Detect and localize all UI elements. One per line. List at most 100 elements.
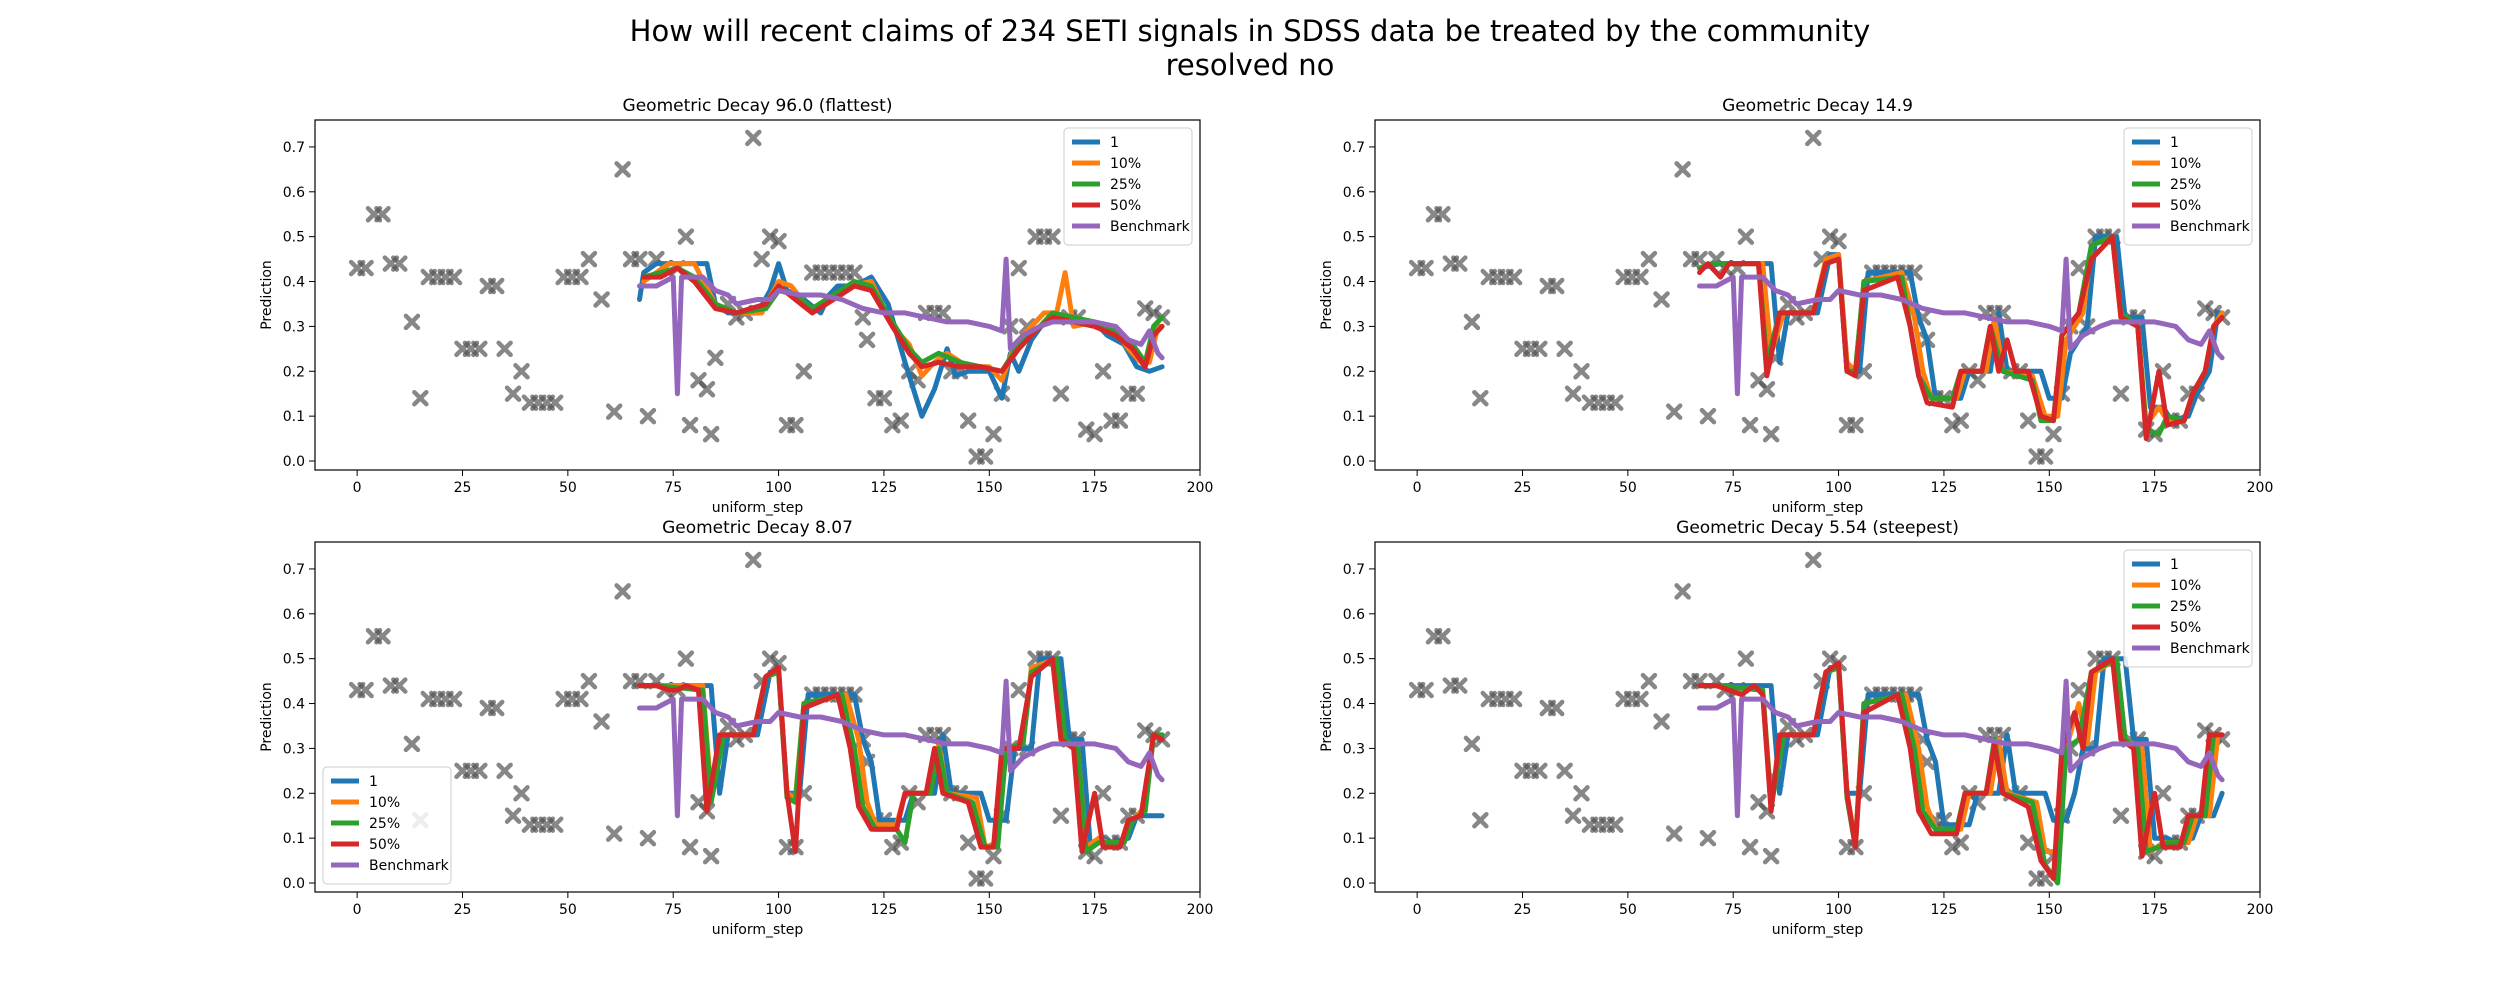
plot-frame — [314, 541, 1201, 893]
forecast-marker — [698, 380, 716, 398]
y-tick-label: 0.4 — [283, 275, 305, 291]
figure-title-line-2: resolved no — [1165, 48, 1335, 82]
forecast-marker — [677, 650, 695, 667]
forecast-marker — [1952, 834, 1970, 851]
y-tick-label: 0.1 — [283, 409, 305, 425]
forecast-marker — [1556, 762, 1573, 780]
forecast-marker — [795, 363, 813, 380]
forecast-marker — [1451, 677, 1468, 694]
x-axis-label: uniform_step — [712, 922, 804, 938]
forecast-marker — [1463, 735, 1481, 753]
chart-title: Geometric Decay 96.0 (flattest) — [623, 96, 893, 116]
forecast-marker — [1573, 785, 1590, 802]
legend-entry: 50% — [369, 837, 400, 853]
legend-entry: Benchmark — [2170, 641, 2251, 657]
plot-frame — [314, 119, 1201, 471]
y-tick-label: 0.2 — [283, 786, 305, 802]
forecast-marker — [1434, 627, 1451, 645]
forecast-marker — [854, 309, 872, 326]
y-tick-label: 0.3 — [283, 319, 305, 335]
forecast-marker — [2070, 681, 2088, 699]
forecast-marker — [412, 389, 429, 407]
plot-area — [1408, 129, 2231, 465]
x-tick-label: 125 — [1931, 480, 1958, 496]
forecast-marker — [572, 690, 589, 708]
forecast-marker — [605, 403, 623, 420]
forecast-marker — [1531, 340, 1548, 358]
x-tick-label: 175 — [2141, 480, 2168, 496]
y-tick-label: 0.7 — [283, 562, 305, 578]
forecast-marker — [1758, 380, 1776, 398]
y-tick-label: 0.1 — [1343, 831, 1365, 847]
forecast-marker — [2112, 807, 2130, 824]
x-tick-label: 150 — [2036, 902, 2063, 918]
x-tick-label: 175 — [2141, 902, 2168, 918]
forecast-marker — [2112, 385, 2130, 402]
y-tick-label: 0.0 — [283, 454, 305, 470]
forecast-marker — [513, 363, 530, 380]
x-axis-label: uniform_step — [1772, 922, 1864, 938]
series-line-benchmark — [637, 256, 1165, 397]
x-tick-label: 200 — [2247, 902, 2274, 918]
x-tick-label: 25 — [1514, 902, 1532, 918]
legend-entry: Benchmark — [2170, 219, 2251, 235]
forecast-marker — [1699, 407, 1717, 425]
forecast-marker — [1086, 425, 1103, 443]
legend-entry: 1 — [1110, 135, 1119, 151]
x-tick-label: 200 — [1187, 902, 1214, 918]
forecast-marker — [1640, 672, 1658, 690]
x-tick-label: 175 — [1081, 480, 1108, 496]
forecast-marker — [572, 268, 589, 286]
y-tick-label: 0.2 — [283, 364, 305, 380]
forecast-marker — [487, 699, 505, 717]
series-line-benchmark — [637, 678, 1165, 819]
x-axis-label: uniform_step — [1772, 500, 1864, 516]
forecast-marker — [504, 807, 522, 824]
forecast-marker — [976, 448, 994, 465]
y-tick-label: 0.7 — [283, 140, 305, 156]
x-tick-label: 150 — [2036, 480, 2063, 496]
forecast-marker — [639, 407, 657, 425]
y-axis-label: Prediction — [1319, 682, 1335, 752]
forecast-marker — [770, 654, 787, 672]
series-line-benchmark — [1697, 678, 2225, 819]
forecast-marker — [580, 672, 598, 690]
forecast-marker — [677, 228, 695, 245]
forecast-marker — [374, 205, 391, 223]
forecast-marker — [787, 416, 804, 434]
forecast-marker — [1674, 161, 1691, 178]
forecast-marker — [1531, 762, 1548, 780]
forecast-marker — [1632, 690, 1649, 708]
forecast-marker — [1417, 259, 1434, 277]
forecast-marker — [1741, 838, 1759, 856]
x-tick-label: 0 — [353, 902, 362, 918]
x-tick-label: 200 — [2247, 480, 2274, 496]
chart-title: Geometric Decay 14.9 — [1722, 96, 1913, 116]
legend-entry: 1 — [369, 774, 378, 790]
y-tick-label: 0.1 — [283, 831, 305, 847]
y-tick-label: 0.6 — [1343, 185, 1365, 201]
forecast-marker — [614, 161, 631, 178]
legend-box — [1063, 127, 1193, 246]
legend-entry: 50% — [1110, 198, 1141, 214]
series-line-50pct — [1697, 656, 2225, 881]
forecast-marker — [846, 264, 863, 281]
y-tick-label: 0.4 — [283, 697, 305, 713]
x-tick-label: 75 — [1724, 902, 1742, 918]
forecast-marker — [2196, 300, 2214, 317]
legend-entry: 25% — [369, 816, 400, 832]
forecast-marker — [496, 340, 513, 358]
forecast-marker — [1044, 228, 1061, 245]
forecast-marker — [1052, 807, 1070, 824]
forecast-marker — [1944, 416, 1961, 434]
forecast-marker — [1606, 394, 1624, 411]
forecast-marker — [471, 340, 488, 358]
legend-entry: 25% — [2170, 599, 2201, 615]
legend-box — [322, 766, 452, 885]
y-tick-label: 0.3 — [1343, 319, 1365, 335]
chart-title: Geometric Decay 8.07 — [662, 518, 853, 538]
forecast-marker — [403, 313, 421, 331]
legend: 1 10% 25% 50% Benchmark — [322, 766, 452, 885]
y-tick-label: 0.2 — [1343, 786, 1365, 802]
forecast-marker — [1830, 232, 1847, 250]
